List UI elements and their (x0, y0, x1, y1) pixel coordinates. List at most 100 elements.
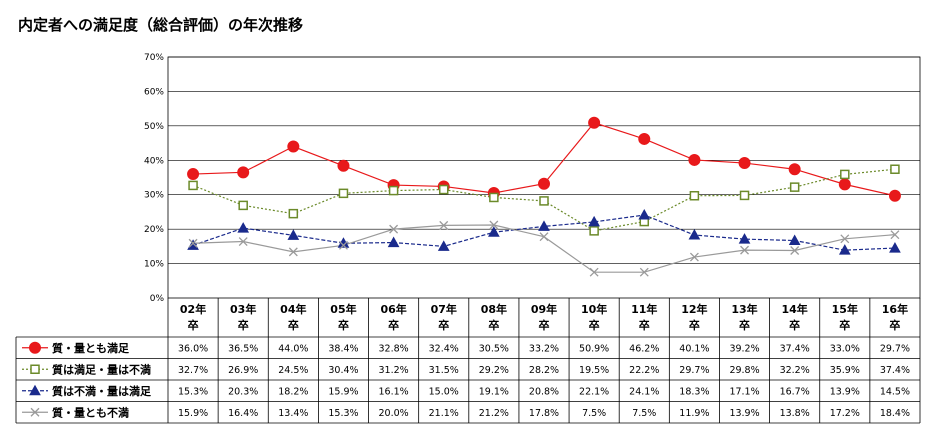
marker-circle (538, 177, 550, 190)
plot-area (167, 56, 921, 299)
marker-cross (389, 224, 399, 234)
data-label: 38.4% (328, 343, 358, 354)
marker-triangle (538, 220, 550, 231)
data-label: 15.9% (178, 408, 208, 419)
data-label: 22.1% (579, 386, 609, 397)
y-tick-label: 60% (144, 87, 164, 97)
data-label: 29.2% (479, 365, 509, 376)
data-label: 15.3% (328, 408, 358, 419)
marker-triangle (588, 215, 600, 227)
data-label: 18.2% (278, 386, 308, 397)
marker-square (238, 200, 248, 211)
marker-square (539, 196, 549, 206)
data-label: 20.8% (529, 386, 559, 397)
marker-square (589, 226, 599, 236)
category-label: 04年 (280, 302, 306, 316)
marker-cross-stroke (238, 237, 248, 246)
y-tick-label: 30% (144, 191, 164, 201)
marker-square (840, 169, 850, 180)
category-label: 08年 (481, 302, 507, 316)
marker-square (489, 192, 499, 203)
data-label: 29.7% (880, 343, 910, 354)
data-label: 15.0% (429, 386, 459, 397)
data-label: 13.4% (278, 408, 308, 419)
marker-cross-stroke (188, 238, 198, 248)
data-label: 13.9% (729, 408, 759, 419)
marker-triangle (638, 208, 651, 220)
category-label: 卒 (539, 318, 550, 332)
gridlines (167, 56, 921, 299)
category-label: 14年 (782, 302, 808, 316)
data-label: 46.2% (629, 343, 659, 354)
data-label: 26.9% (228, 365, 258, 376)
category-label: 15年 (832, 302, 858, 316)
marker-cross-stroke (890, 230, 900, 240)
data-label: 32.4% (429, 343, 459, 354)
y-tick-label: 20% (144, 225, 164, 235)
y-axis: 0% 10% 20% 30% 40% 50% 60% 70% (144, 53, 164, 304)
marker-square (739, 190, 750, 201)
data-label: 33.2% (529, 343, 559, 354)
marker-cross-stroke (288, 247, 298, 257)
data-label: 30.5% (479, 343, 509, 354)
data-label: 21.2% (479, 408, 509, 419)
category-label: 12年 (681, 302, 707, 316)
marker-square (388, 185, 399, 196)
marker-cross-stroke (539, 232, 549, 242)
data-label: 50.9% (579, 343, 609, 354)
marker-cross (489, 220, 499, 230)
marker-cross-stroke (589, 267, 599, 277)
marker-cross-stroke (339, 240, 348, 250)
category-label: 09年 (531, 302, 557, 316)
marker-triangle (788, 234, 801, 246)
data-label: 44.0% (278, 343, 308, 354)
data-label: 16.4% (228, 408, 258, 419)
marker-cross (639, 267, 649, 277)
marker-cross-stroke (790, 246, 800, 255)
marker-triangle (488, 226, 500, 237)
marker-cross (238, 237, 248, 246)
data-label: 32.7% (178, 365, 208, 376)
data-label: 19.5% (579, 365, 609, 376)
category-label: 卒 (388, 318, 399, 332)
data-label: 35.9% (830, 365, 860, 376)
data-label: 18.4% (880, 408, 910, 419)
y-tick-label: 40% (144, 156, 164, 166)
data-label: 24.1% (629, 386, 659, 397)
marker-triangle (187, 239, 199, 250)
series-name: 質は満足・量は不満 (52, 362, 151, 376)
marker-cross (840, 234, 850, 244)
marker-cross-stroke (639, 267, 649, 277)
marker-triangle (437, 240, 450, 251)
marker-circle (287, 140, 300, 153)
data-label: 32.8% (379, 343, 409, 354)
data-label: 14.5% (880, 386, 910, 397)
category-label: 卒 (438, 318, 449, 332)
data-label: 39.2% (729, 343, 759, 354)
data-label: 33.0% (830, 343, 860, 354)
marker-circle (638, 132, 651, 145)
data-label: 37.4% (880, 365, 910, 376)
marker-cross (589, 267, 599, 277)
y-tick-label: 0% (150, 294, 165, 304)
marker-cross-stroke (840, 234, 850, 244)
data-label: 31.5% (429, 365, 459, 376)
marker-cross-stroke (489, 220, 499, 230)
data-label: 20.0% (379, 408, 409, 419)
data-label: 19.1% (479, 386, 509, 397)
marker-square (288, 208, 299, 219)
marker-square (30, 364, 40, 374)
marker-cross (439, 220, 449, 230)
data-label: 7.5% (582, 408, 606, 419)
marker-circle (788, 163, 801, 176)
marker-triangle (889, 242, 901, 253)
marker-cross (689, 252, 699, 262)
data-label: 11.9% (679, 408, 709, 419)
marker-triangle (838, 244, 851, 255)
marker-triangle (738, 233, 751, 244)
marker-circle (187, 168, 200, 181)
marker-square (188, 180, 198, 191)
category-label: 卒 (739, 318, 750, 332)
